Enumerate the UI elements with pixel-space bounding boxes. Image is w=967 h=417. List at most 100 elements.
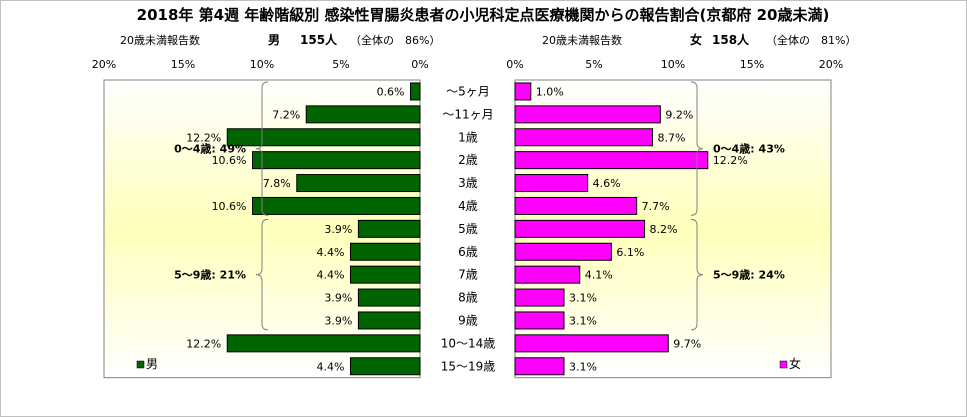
left-bar [357, 288, 421, 307]
left-header-share: （全体の 86%） [350, 33, 440, 47]
right-tick-label: 15% [740, 58, 764, 71]
right-bar [514, 128, 653, 147]
left-tick-label: 5% [332, 58, 349, 71]
category-label: ～11ヶ月 [442, 107, 493, 121]
left-value-label: 3.9% [324, 223, 352, 236]
left-group-label: 5～9歳: 21% [174, 268, 246, 282]
right-value-label: 4.6% [593, 177, 621, 190]
category-label: 1歳 [458, 130, 478, 144]
left-bar [226, 334, 421, 353]
category-label: 6歳 [458, 245, 478, 259]
left-bar [357, 219, 421, 238]
right-header-share: （全体の 81%） [766, 33, 856, 47]
category-label: 9歳 [458, 313, 478, 327]
left-value-label: 12.2% [186, 131, 221, 144]
right-legend-label: 女 [789, 356, 801, 371]
right-tick-label: 10% [661, 58, 685, 71]
left-bar [357, 311, 421, 330]
left-legend-swatch [136, 360, 145, 369]
left-value-label: 4.4% [317, 246, 345, 259]
male-panel: 20% 15% 10% 5% 0% 0.6% 7.2% 12.2% 10.6% 7.8% 10.6%… [92, 58, 429, 379]
left-header-label: 20歳未満報告数 [120, 34, 200, 47]
left-value-label: 10.6% [212, 200, 247, 213]
left-value-label: 4.4% [317, 360, 345, 373]
left-group-label: 0～4歳: 49% [174, 142, 246, 156]
right-value-label: 3.1% [569, 360, 597, 373]
left-bar [305, 105, 421, 124]
right-group-label: 5～9歳: 24% [713, 268, 785, 282]
right-bar [514, 311, 565, 330]
right-header: 20歳未満報告数 女 158人 （全体の 81%） [542, 32, 856, 47]
right-value-label: 3.1% [569, 292, 597, 305]
right-legend-swatch [779, 360, 788, 369]
right-value-label: 8.7% [657, 131, 685, 144]
category-label: ～5ヶ月 [446, 84, 490, 98]
left-header-sex: 男 [268, 33, 280, 47]
right-bar [514, 334, 669, 353]
left-header-count: 155人 [300, 32, 338, 47]
chart-title: 2018年 第4週 年齢階級別 感染性胃腸炎患者の小児科定点医療機関からの報告割… [137, 6, 830, 24]
right-header-sex: 女 [690, 32, 702, 47]
right-tick-label: 0% [506, 58, 523, 71]
left-value-label: 0.6% [377, 85, 405, 98]
left-value-label: 3.9% [324, 314, 352, 327]
left-bar [410, 82, 421, 101]
left-tick-label: 15% [171, 58, 195, 71]
left-bar [349, 357, 421, 376]
right-bar [514, 242, 612, 261]
left-bar [296, 174, 421, 193]
right-bar [514, 265, 581, 284]
category-label: 7歳 [458, 268, 478, 282]
category-label: 15～19歳 [441, 359, 496, 373]
right-header-label: 20歳未満報告数 [542, 34, 622, 47]
left-group-brace [255, 81, 269, 216]
right-group-label: 0～4歳: 43% [713, 142, 785, 156]
left-value-label: 4.4% [317, 269, 345, 282]
right-bar [514, 196, 638, 215]
right-bar [514, 174, 589, 193]
right-group-brace [690, 81, 704, 216]
left-bar [252, 151, 421, 170]
left-bar [226, 128, 421, 147]
right-group-brace [690, 218, 704, 331]
left-legend-label: 男 [146, 357, 158, 371]
left-bar [349, 265, 421, 284]
female-panel: 0% 5% 10% 15% 20% 1.0% 9.2% 8.7% 12.2% 4.6% 7.7% 8.… [506, 58, 843, 379]
right-value-label: 9.7% [673, 337, 701, 350]
right-value-label: 3.1% [569, 314, 597, 327]
category-label: 10～14歳 [441, 336, 496, 350]
left-value-label: 12.2% [186, 337, 221, 350]
left-value-label: 7.2% [272, 108, 300, 121]
right-bar [514, 219, 646, 238]
left-value-label: 10.6% [212, 154, 247, 167]
right-bar [514, 151, 709, 170]
left-bar [349, 242, 421, 261]
left-value-label: 3.9% [324, 292, 352, 305]
right-bar [514, 357, 565, 376]
right-tick-label: 5% [585, 58, 602, 71]
right-value-label: 4.1% [585, 269, 613, 282]
left-tick-label: 10% [250, 58, 274, 71]
left-tick-label: 20% [92, 58, 116, 71]
right-header-count: 158人 [712, 32, 750, 47]
category-labels: ～5ヶ月 ～11ヶ月 1歳 2歳 3歳 4歳 5歳 6歳 7歳 8歳 9歳 10～14歳 15～19歳 [441, 84, 496, 373]
category-label: 3歳 [458, 176, 478, 190]
category-label: 5歳 [458, 222, 478, 236]
category-label: 2歳 [458, 153, 478, 167]
right-value-label: 8.2% [650, 223, 678, 236]
left-value-label: 7.8% [263, 177, 291, 190]
left-header: 20歳未満報告数 男 155人 （全体の 86%） [120, 32, 440, 47]
right-value-label: 12.2% [713, 154, 748, 167]
left-bar [252, 196, 421, 215]
right-value-label: 1.0% [536, 85, 564, 98]
right-value-label: 6.1% [616, 246, 644, 259]
category-label: 8歳 [458, 291, 478, 305]
right-bar [514, 105, 661, 124]
left-tick-label: 0% [411, 58, 428, 71]
right-value-label: 7.7% [642, 200, 670, 213]
right-tick-label: 20% [819, 58, 843, 71]
category-label: 4歳 [458, 199, 478, 213]
right-value-label: 9.2% [665, 108, 693, 121]
